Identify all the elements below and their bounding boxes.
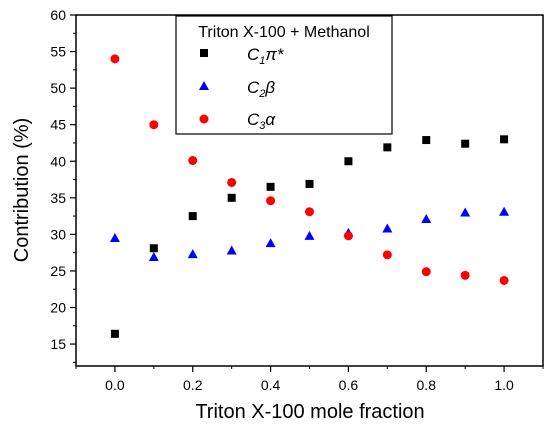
data-point-series-1 <box>188 212 197 221</box>
data-point-series-3 <box>421 267 431 277</box>
points-layer <box>109 54 510 338</box>
y-axis-label: Contribution (%) <box>11 118 33 263</box>
legend-label-c1: C1π* <box>247 45 285 67</box>
x-tick-label: 0.6 <box>339 377 359 393</box>
legend-entry-c1: C1π* <box>200 45 285 67</box>
data-point-series-3 <box>227 177 237 187</box>
data-point-series-3 <box>266 196 276 206</box>
legend-box <box>175 15 393 135</box>
y-tick-label: 50 <box>50 80 66 96</box>
data-point-series-3 <box>382 250 392 260</box>
data-point-series-1 <box>461 139 470 148</box>
data-point-series-1 <box>344 157 353 166</box>
data-point-series-2 <box>187 249 198 259</box>
y-tick-label: 15 <box>50 336 66 352</box>
data-point-series-1 <box>110 329 119 338</box>
y-tick-label: 60 <box>50 7 66 23</box>
ticks-layer: 0.0 0.2 0.4 0.6 0.8 1.0 15 20 25 30 35 40 45 50 55 60 <box>50 7 544 393</box>
legend: Triton X-100 + Methanol C1π* C2β C3α <box>175 15 393 135</box>
y-tick-label: 40 <box>50 153 66 169</box>
x-tick-label: 0.4 <box>261 377 281 393</box>
data-point-series-1 <box>227 193 236 202</box>
y-tick-label: 20 <box>50 300 66 316</box>
x-axis-label: Triton X-100 mole fraction <box>195 401 424 423</box>
data-point-series-3 <box>305 207 314 217</box>
legend-entry-c2: C2β <box>199 78 275 100</box>
data-point-series-2 <box>460 207 471 217</box>
data-point-series-1 <box>149 244 158 253</box>
legend-title: Triton X-100 + Methanol <box>198 24 370 41</box>
data-point-series-1 <box>266 182 275 191</box>
data-point-series-1 <box>422 136 431 145</box>
y-tick-label: 45 <box>50 117 66 133</box>
x-tick-label: 0.8 <box>417 377 437 393</box>
data-point-series-2 <box>499 206 510 216</box>
y-tick-label: 25 <box>50 263 66 279</box>
data-point-series-3 <box>499 275 509 285</box>
data-point-series-2 <box>421 214 432 224</box>
data-point-series-1 <box>305 179 314 188</box>
y-tick-label: 30 <box>50 226 66 242</box>
data-point-series-3 <box>149 120 159 130</box>
data-point-series-2 <box>148 252 159 262</box>
x-tick-label: 0.2 <box>183 377 203 393</box>
data-point-series-2 <box>226 245 237 255</box>
legend-label-c2: C2β <box>247 78 275 100</box>
data-point-series-2 <box>109 233 120 243</box>
data-point-series-3 <box>460 270 470 280</box>
data-point-series-2 <box>382 223 393 233</box>
x-tick-label: 0.0 <box>105 377 125 393</box>
data-point-series-2 <box>265 238 276 248</box>
data-point-series-1 <box>383 143 392 152</box>
y-tick-label: 55 <box>50 44 66 60</box>
data-point-series-3 <box>110 54 120 64</box>
data-point-series-3 <box>343 231 353 241</box>
data-point-series-2 <box>304 230 315 240</box>
y-tick-label: 35 <box>50 190 66 206</box>
legend-marker-square <box>200 49 208 57</box>
plot-frame <box>75 14 544 367</box>
data-point-series-3 <box>188 156 198 166</box>
data-point-series-1 <box>500 135 509 144</box>
x-tick-label: 1.0 <box>494 377 514 393</box>
legend-label-c3: C3α <box>247 110 276 132</box>
legend-marker-triangle <box>199 81 209 90</box>
legend-marker-circle <box>199 114 209 124</box>
legend-entry-c3: C3α <box>199 110 276 132</box>
